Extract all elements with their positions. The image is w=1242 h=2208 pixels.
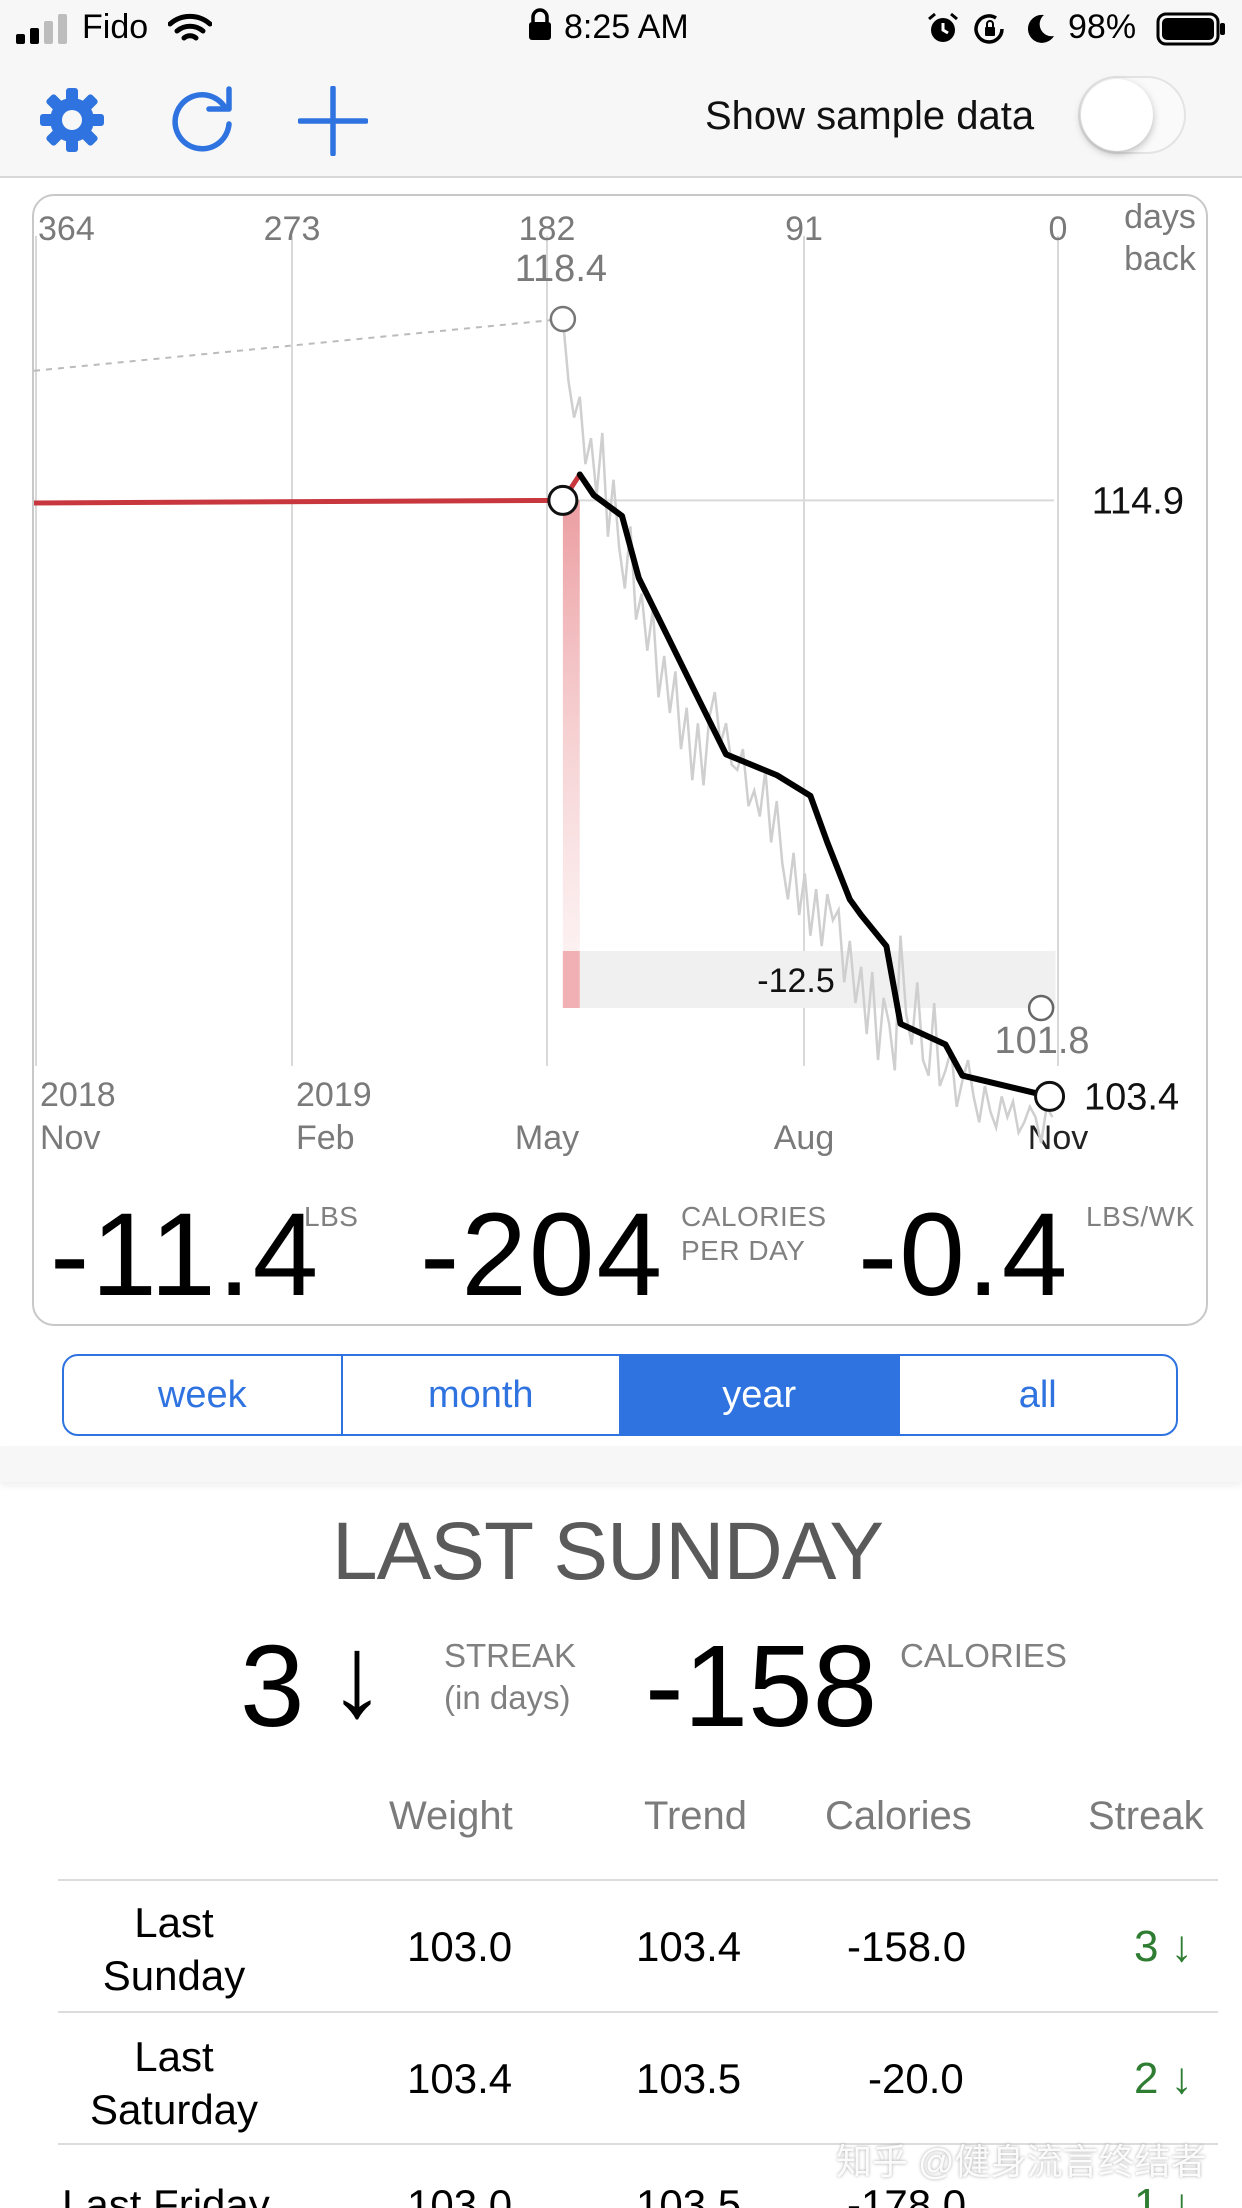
row-divider	[58, 2143, 1218, 2145]
row-trend: 103.4	[636, 1923, 742, 1970]
min-weight-marker	[1027, 994, 1055, 1022]
trend-line	[576, 471, 1053, 1100]
stat-calories-per-day: -204	[420, 1189, 665, 1321]
streak-value: 3	[240, 1621, 305, 1751]
column-header-trend: Trend	[644, 1794, 748, 1838]
carrier-name: Fido	[82, 8, 149, 46]
range-tab-week[interactable]: week	[64, 1356, 343, 1434]
change-bar-red-segment	[562, 951, 580, 1008]
start-trend-marker	[547, 484, 579, 516]
row-label: Last Saturday	[89, 2033, 259, 2133]
row-streak: 1 ↓	[1134, 2180, 1193, 2208]
top-tick-label: 91	[785, 210, 823, 248]
current-trend-marker	[1034, 1080, 1066, 1112]
start-trend-label: 114.9	[1092, 480, 1184, 522]
row-streak: 2 ↓	[1134, 2054, 1193, 2103]
top-tick-label: 273	[264, 210, 321, 248]
max-weight-marker	[549, 305, 577, 333]
row-divider	[58, 2011, 1218, 2013]
axis-unit-label-1: days	[1124, 198, 1196, 236]
stat-weight-change: -11.4	[50, 1189, 321, 1321]
sample-data-toggle[interactable]	[1078, 76, 1186, 154]
column-header-weight: Weight	[389, 1794, 513, 1838]
refresh-icon[interactable]	[166, 84, 238, 156]
stat-rate-unit: LBS/WK	[1086, 1201, 1195, 1232]
bottom-tick-year: 2019	[296, 1076, 372, 1114]
top-tick-label: 182	[519, 210, 576, 248]
row-weight: 103.0	[407, 1923, 513, 1970]
lock-icon	[529, 8, 551, 40]
row-divider	[58, 1879, 1218, 1881]
range-tab-year[interactable]: year	[621, 1356, 900, 1434]
wifi-icon	[168, 13, 212, 41]
streak-label: STREAK (in days)	[444, 1637, 577, 1716]
section-divider	[0, 1446, 1242, 1482]
max-weight-label: 118.4	[515, 248, 607, 290]
signal-icon	[16, 14, 67, 44]
clock: 8:25 AM	[564, 8, 689, 46]
plus-icon[interactable]	[298, 86, 368, 156]
row-trend: 103.5	[636, 2181, 742, 2208]
table-row[interactable]: Last Friday 103.0 103.5 -178.0 1 ↓	[0, 2144, 1242, 2208]
bottom-tick-month: May	[515, 1119, 579, 1157]
axis-unit-label-2: back	[1124, 240, 1197, 278]
rotation-lock-icon	[974, 14, 1004, 44]
row-label: Last Friday	[62, 2181, 270, 2208]
gear-icon[interactable]	[38, 86, 106, 154]
change-bar	[562, 951, 1056, 1008]
range-segmented-control: week month year all	[62, 1354, 1178, 1436]
range-tab-all[interactable]: all	[1018, 1373, 1057, 1416]
stat-calories-unit: CALORIES PER DAY	[681, 1201, 827, 1266]
streak-arrow-icon: ↓	[328, 1611, 386, 1741]
row-calories: -158.0	[847, 1923, 967, 1970]
column-header-streak: Streak	[1088, 1794, 1204, 1838]
min-weight-label: 101.8	[994, 1020, 1089, 1062]
summary-calories-value: -158	[645, 1621, 878, 1751]
top-tick-label: 0	[1049, 210, 1068, 248]
row-weight: 103.0	[407, 2181, 513, 2208]
toggle-knob[interactable]	[1081, 79, 1153, 151]
daily-weight-line	[561, 318, 1054, 1144]
alarm-icon	[928, 12, 958, 42]
stat-weight-unit: LBS	[304, 1201, 359, 1232]
before-trend-line	[34, 473, 582, 506]
sample-data-label: Show sample data	[705, 94, 1035, 138]
row-label: Last Sunday	[102, 1899, 246, 1999]
row-trend: 103.5	[636, 2055, 742, 2102]
watermark: 知乎 @健身流言终结者	[836, 2141, 1207, 2182]
summary-title: LAST SUNDAY	[331, 1506, 884, 1597]
status-bar: Fido 8:25 AM 98%	[0, 0, 1242, 56]
top-tick-label: 364	[38, 210, 95, 248]
bottom-tick-year: 2018	[40, 1076, 116, 1114]
bottom-tick-month: Nov	[40, 1119, 100, 1157]
change-label: -12.5	[757, 962, 835, 1000]
moon-icon	[1027, 14, 1054, 43]
change-bar-red	[562, 500, 580, 1008]
bottom-tick-month: Feb	[296, 1119, 355, 1157]
summary-calories-label: CALORIES	[900, 1637, 1067, 1674]
battery-percent: 98%	[1068, 8, 1137, 46]
bottom-tick-month: Aug	[774, 1119, 835, 1157]
table-row[interactable]: Last Saturday 103.4 103.5 -20.0 2 ↓	[0, 2012, 1242, 2144]
row-weight: 103.4	[407, 2055, 513, 2102]
toolbar: Show sample data	[0, 56, 1242, 178]
range-tab-month[interactable]: month	[343, 1356, 621, 1434]
table-row[interactable]: Last Sunday 103.0 103.4 -158.0 3 ↓	[0, 1880, 1242, 2012]
older-weight-line	[34, 318, 563, 372]
column-header-calories: Calories	[825, 1794, 972, 1838]
current-trend-label: 103.4	[1084, 1076, 1179, 1118]
battery-icon	[1156, 12, 1225, 46]
row-streak: 3 ↓	[1134, 1922, 1193, 1971]
weight-chart-card: 364 2018 Nov 273 2019 Feb 182 May 91 Aug 0 Nov days b…	[32, 194, 1208, 1326]
stat-rate: -0.4	[858, 1189, 1070, 1321]
weight-chart[interactable]: 3642018Nov2732019Feb182May91Aug0Novdaysb…	[34, 196, 1206, 1324]
row-calories: -20.0	[868, 2055, 964, 2102]
row-calories: -178.0	[847, 2181, 967, 2208]
